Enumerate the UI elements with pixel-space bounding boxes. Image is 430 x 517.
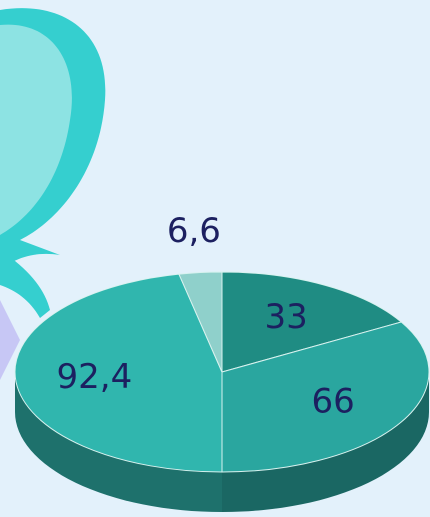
page: 336692,46,6 (() => { const data = JSON.p… bbox=[0, 0, 430, 517]
data-label: 92,4 bbox=[57, 357, 133, 397]
data-label: 66 bbox=[312, 382, 355, 422]
data-label: 6,6 bbox=[167, 211, 221, 251]
chart: 33 66 92,4 6,6 bbox=[0, 0, 430, 517]
data-label: 33 bbox=[265, 297, 308, 337]
